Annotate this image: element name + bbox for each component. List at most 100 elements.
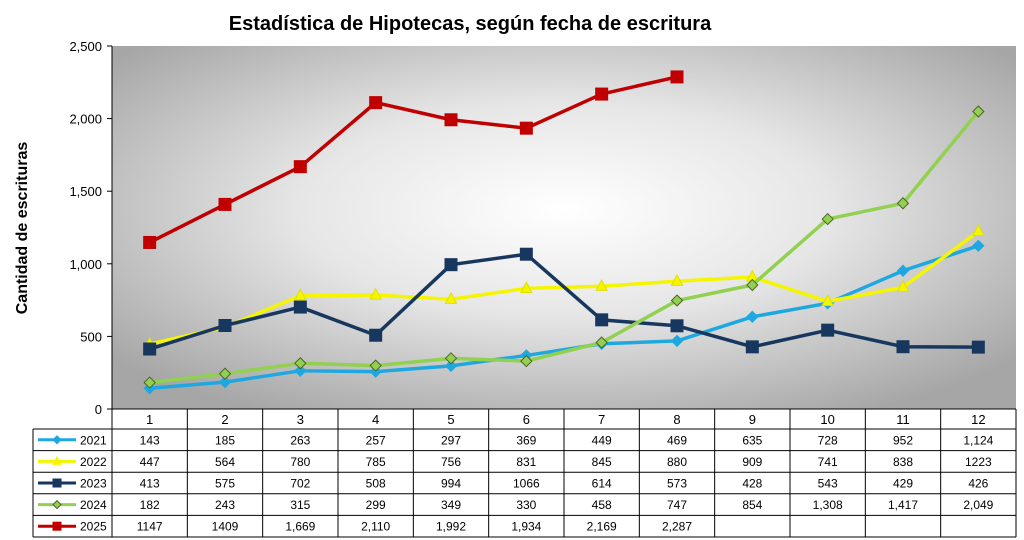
table-cell: 756 — [441, 455, 461, 469]
legend-key-2022 — [38, 455, 76, 465]
y-tick-label: 500 — [80, 329, 102, 344]
x-tick-label: 6 — [523, 412, 530, 427]
data-point — [218, 319, 232, 333]
y-tick-label: 1,500 — [69, 184, 102, 199]
chart-title: Estadística de Hipotecas, según fecha de… — [229, 13, 712, 35]
data-point — [520, 354, 533, 368]
data-point — [218, 375, 232, 389]
legend-label: 2021 — [80, 433, 107, 447]
legend-marker — [52, 478, 62, 488]
data-point — [294, 288, 307, 301]
table-cell: 854 — [742, 498, 762, 512]
data-point — [595, 336, 608, 349]
data-point — [745, 340, 759, 354]
data-point — [746, 278, 759, 292]
data-point — [444, 113, 458, 127]
x-tick-label: 7 — [598, 412, 605, 427]
table-cell: 369 — [516, 433, 536, 447]
table-cell: 2,287 — [662, 520, 692, 534]
data-point — [218, 367, 232, 380]
table-cell: 349 — [441, 498, 461, 512]
legend-label: 2025 — [80, 520, 107, 534]
table-cell: 299 — [366, 498, 386, 512]
x-tick-label: 12 — [971, 412, 985, 427]
table-cell: 297 — [441, 433, 461, 447]
table-cell: 143 — [140, 433, 160, 447]
data-point — [595, 313, 609, 327]
data-point — [294, 357, 307, 370]
data-point — [143, 235, 157, 249]
table-cell: 426 — [968, 477, 988, 491]
data-point — [444, 258, 458, 272]
series-line-2025 — [148, 75, 678, 245]
table-cell: 880 — [667, 455, 687, 469]
table-cell: 1,934 — [511, 520, 541, 534]
x-tick-label: 11 — [896, 412, 910, 427]
data-point — [971, 340, 985, 354]
table-cell: 1409 — [212, 520, 239, 534]
table-cell: 1,417 — [888, 498, 918, 512]
table-cell: 330 — [516, 498, 536, 512]
y-axis: 0 500 1,000 1,500 2,000 2,500 — [69, 39, 113, 417]
data-point — [369, 359, 382, 372]
series-line-2024 — [149, 110, 980, 385]
table-cell: 257 — [366, 433, 386, 447]
table-cell: 413 — [140, 477, 160, 491]
series-2024 — [143, 105, 985, 389]
data-point — [369, 287, 382, 300]
data-point — [821, 323, 835, 337]
data-point — [520, 280, 533, 293]
table-cell: 747 — [667, 498, 687, 512]
table-cell: 780 — [290, 455, 310, 469]
series-lines — [143, 70, 985, 395]
table-cell: 573 — [667, 477, 687, 491]
table-cell: 1,308 — [813, 498, 843, 512]
legend-marker — [52, 435, 62, 445]
x-tick-label: 5 — [447, 412, 454, 427]
x-tick-label: 9 — [749, 412, 756, 427]
data-point — [670, 294, 684, 307]
legend-key-2025 — [38, 521, 76, 531]
table-cell: 447 — [140, 455, 160, 469]
table-cell: 1223 — [965, 455, 992, 469]
table-cell: 543 — [818, 477, 838, 491]
table-cell: 429 — [893, 477, 913, 491]
table-cell: 2,110 — [361, 520, 390, 534]
x-tick-label: 4 — [372, 412, 379, 427]
table-cell: 785 — [366, 455, 386, 469]
legend-label: 2022 — [80, 455, 107, 469]
data-point — [972, 105, 985, 118]
data-point — [369, 328, 383, 342]
legend-marker — [52, 521, 62, 531]
x-tick-label: 2 — [221, 412, 228, 427]
data-point — [369, 96, 383, 110]
series-2023 — [143, 247, 985, 356]
table-cell: 831 — [516, 455, 536, 469]
table-cell: 1,124 — [963, 433, 993, 447]
data-point — [143, 342, 157, 356]
x-tick-label: 10 — [820, 412, 834, 427]
data-point — [896, 279, 910, 292]
table-cell: 614 — [592, 477, 612, 491]
legend-marker — [52, 499, 62, 510]
plot-area — [112, 46, 1016, 409]
y-tick-label: 1,000 — [69, 257, 102, 272]
x-tick-label: 8 — [673, 412, 680, 427]
table-cell: 185 — [215, 433, 235, 447]
y-axis-label: Cantidad de escrituras — [14, 142, 31, 315]
table-cell: 702 — [290, 477, 310, 491]
table-cell: 458 — [592, 498, 612, 512]
table-cell: 1,669 — [285, 520, 315, 534]
table-cell: 449 — [592, 433, 612, 447]
data-point — [595, 87, 609, 101]
table-cell: 575 — [215, 477, 235, 491]
data-point — [821, 294, 834, 307]
table-cell: 741 — [818, 455, 838, 469]
table-cell: 508 — [366, 477, 386, 491]
data-point — [896, 264, 910, 277]
data-point — [444, 291, 458, 304]
data-point — [294, 364, 307, 378]
data-point — [896, 197, 910, 210]
data-point — [746, 310, 759, 324]
table-cell: 635 — [742, 433, 762, 447]
